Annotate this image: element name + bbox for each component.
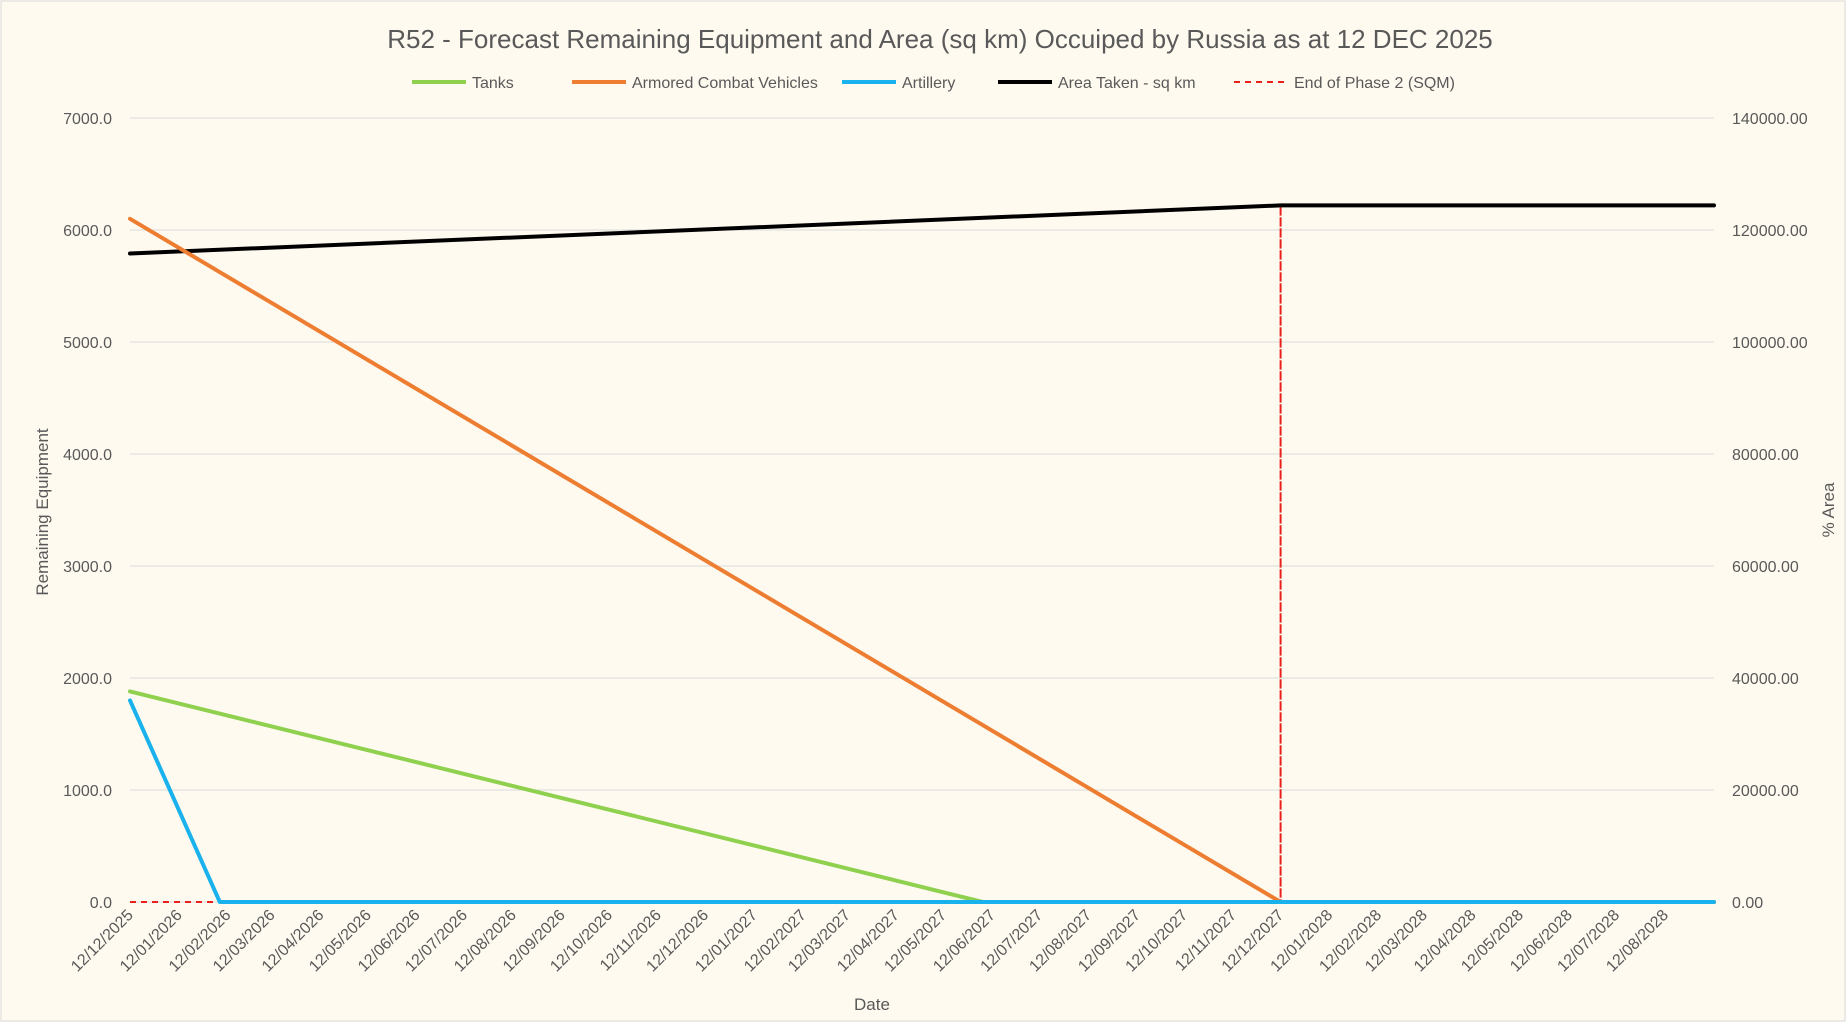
y-axis-left: 0.0 1000.0 2000.0 3000.0 4000.0 5000.0 6000.0 7…: [63, 111, 112, 912]
series-lines: [128, 203, 1716, 904]
chart-title: R52 - Forecast Remaining Equipment and A…: [387, 24, 1493, 54]
legend-label: Armored Combat Vehicles: [632, 75, 818, 92]
y-tick-label: 3000.0: [63, 559, 112, 576]
x-axis-title: Date: [854, 995, 890, 1014]
y-tick-label: 1000.0: [63, 783, 112, 800]
y2-tick-label: 120000.00: [1732, 223, 1808, 240]
y-axis-title: Remaining Equipment: [33, 428, 52, 596]
legend-label: End of Phase 2 (SQM): [1294, 75, 1455, 92]
series-line-artillery: [128, 698, 1716, 904]
legend-label: Artillery: [902, 75, 955, 92]
y-tick-label: 2000.0: [63, 671, 112, 688]
y-tick-label: 6000.0: [63, 223, 112, 240]
y-axis-right: 0.00 20000.00 40000.00 60000.00 80000.00 1000…: [1732, 111, 1808, 912]
y2-tick-label: 100000.00: [1732, 335, 1808, 352]
y-tick-label: 0.0: [90, 895, 112, 912]
legend: Tanks Armored Combat Vehicles Artillery Are…: [412, 75, 1455, 92]
y2-axis-title: % Area: [1819, 482, 1838, 537]
y2-tick-label: 60000.00: [1732, 559, 1799, 576]
y2-tick-label: 40000.00: [1732, 671, 1799, 688]
legend-label: Area Taken - sq km: [1058, 75, 1196, 92]
y2-tick-label: 140000.00: [1732, 111, 1808, 128]
y-tick-label: 7000.0: [63, 111, 112, 128]
y2-tick-label: 20000.00: [1732, 783, 1799, 800]
series-line-area-taken-sq-km: [128, 203, 1716, 256]
legend-label: Tanks: [472, 75, 514, 92]
y-tick-label: 5000.0: [63, 335, 112, 352]
y2-tick-label: 0.00: [1732, 895, 1763, 912]
y-tick-label: 4000.0: [63, 447, 112, 464]
y2-tick-label: 80000.00: [1732, 447, 1799, 464]
